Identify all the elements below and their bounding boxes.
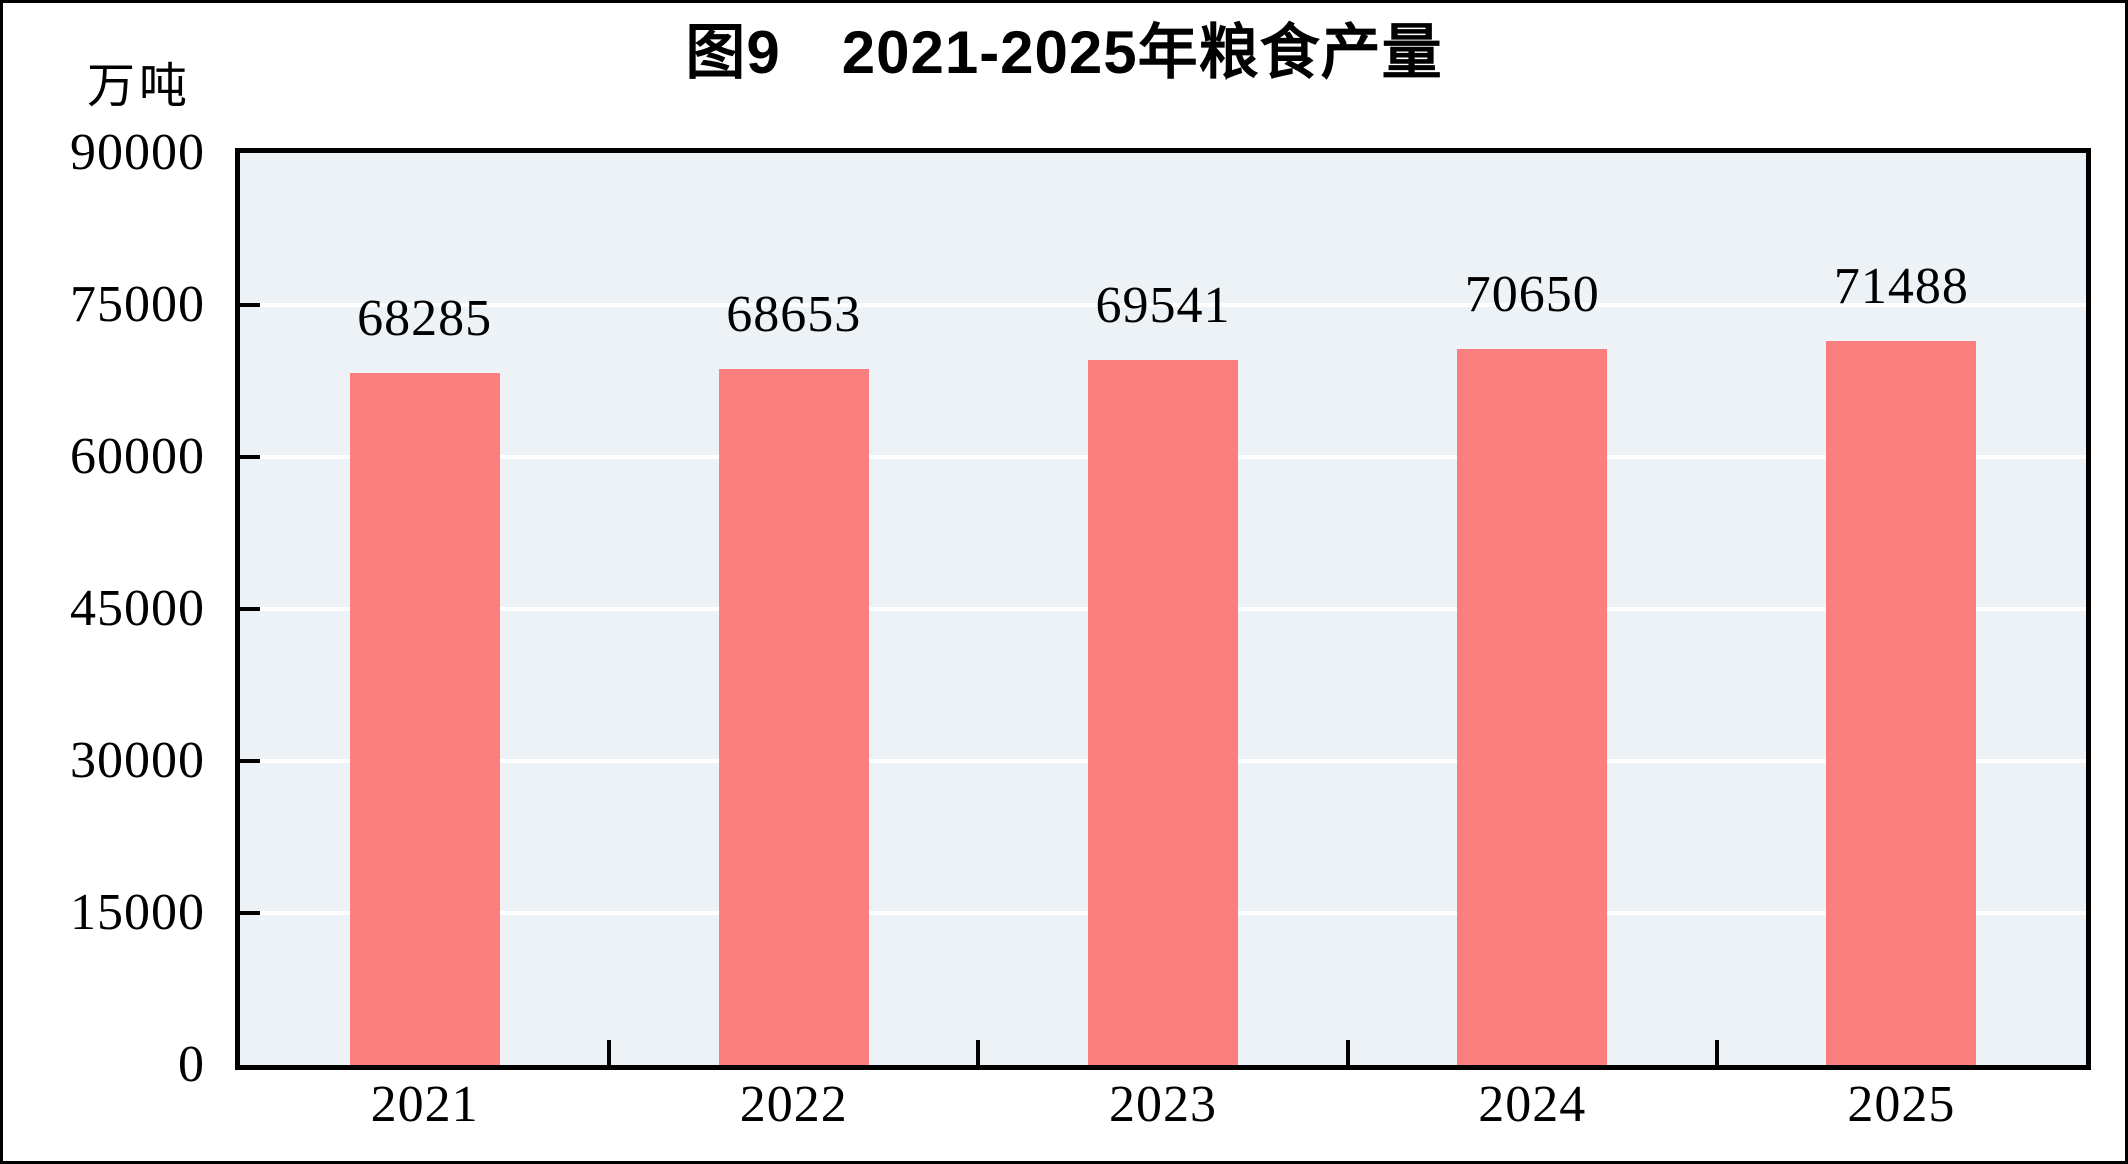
gridline-75000 [240,303,2086,307]
plot-area: 68285 68653 69541 70650 71488 [235,148,2091,1070]
y-axis-tick-mark [240,455,260,459]
y-axis-label-75000: 75000 [70,276,205,333]
x-axis-tick-mark [1714,1040,1719,1065]
y-axis-unit-label: 万吨 [87,60,192,113]
bar-2025 [1826,340,1977,1065]
x-axis-label-2022: 2022 [739,1076,848,1133]
x-axis-label-2025: 2025 [1847,1076,1956,1133]
bar-value-label-2023: 69541 [1095,277,1231,335]
y-axis-label-0: 0 [178,1036,205,1093]
x-axis-label-2021: 2021 [370,1076,479,1133]
bar-2021 [349,373,500,1065]
y-axis-label-15000: 15000 [70,884,205,941]
y-axis-tick-mark [240,303,260,307]
bar-value-label-2025: 71488 [1833,257,1969,315]
y-axis-label-90000: 90000 [70,124,205,181]
x-axis-tick-mark [976,1040,981,1065]
x-axis-label-2023: 2023 [1108,1076,1217,1133]
bar-value-label-2024: 70650 [1464,266,1600,324]
x-axis-label-2024: 2024 [1478,1076,1587,1133]
bar-value-label-2021: 68285 [357,290,493,348]
bar-2022 [718,369,869,1065]
y-axis-tick-mark [240,607,260,611]
chart-title: 图9 2021-2025年粮食产量 [685,19,1443,86]
y-axis-label-60000: 60000 [70,428,205,485]
y-axis-tick-mark [240,911,260,915]
bar-2023 [1088,360,1238,1065]
y-axis-label-45000: 45000 [70,580,205,637]
bar-2024 [1457,349,1608,1065]
x-axis-tick-mark [1345,1040,1350,1065]
x-axis-tick-mark [607,1040,612,1065]
y-axis-label-30000: 30000 [70,732,205,789]
y-axis-tick-mark [240,759,260,763]
bar-value-label-2022: 68653 [726,286,862,344]
